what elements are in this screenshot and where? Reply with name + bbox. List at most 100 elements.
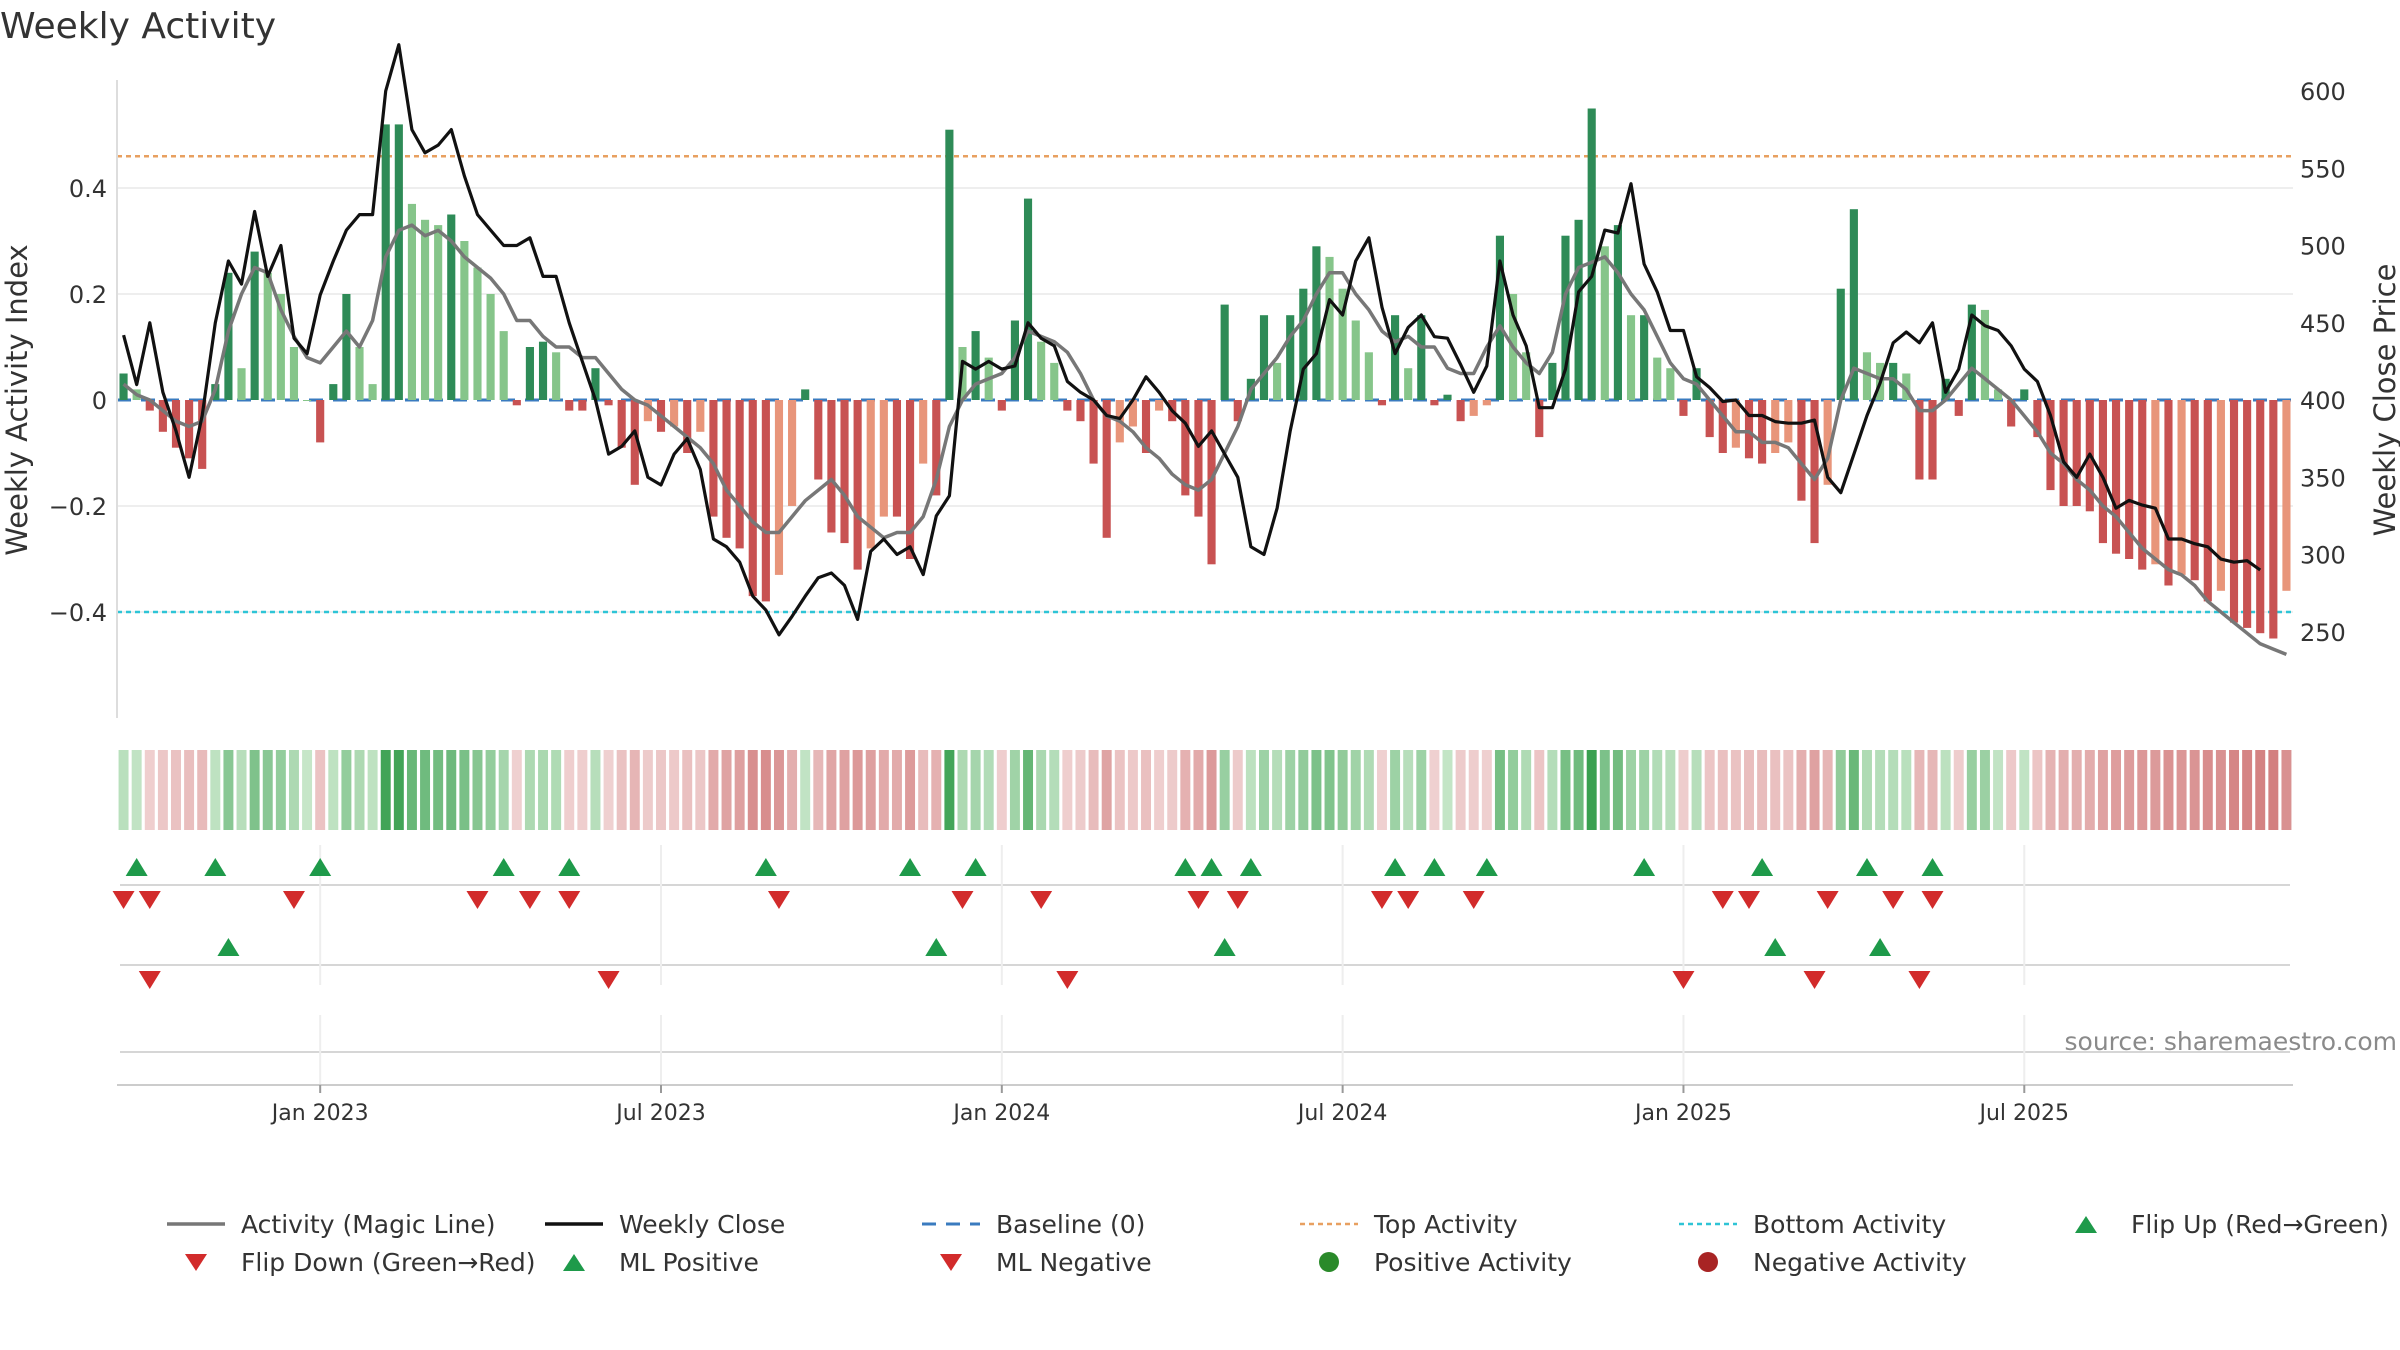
activity-bar	[1443, 394, 1452, 400]
activity-bar	[2059, 400, 2068, 506]
strip-cell	[2097, 750, 2108, 830]
strip-cell	[590, 750, 601, 830]
activity-bar	[368, 384, 377, 400]
legend-item: Flip Down (Green→Red)	[165, 1243, 536, 1281]
strip-cell	[1272, 750, 1283, 830]
legend-item: Negative Activity	[1677, 1243, 1967, 1281]
signal-down-marker	[282, 891, 305, 909]
activity-bar	[1626, 315, 1636, 400]
y-tick-label-right: 500	[2300, 233, 2346, 261]
activity-bar	[276, 294, 285, 400]
activity-bar	[1259, 315, 1269, 400]
activity-bar	[1561, 235, 1570, 400]
strip-cell	[2137, 750, 2148, 830]
strip-cell	[1914, 750, 1925, 830]
strip-cell	[118, 750, 129, 830]
strip-cell	[1311, 750, 1322, 830]
legend-label: Top Activity	[1374, 1209, 1518, 1239]
signal-up-marker	[1921, 858, 1944, 876]
activity-bar	[1076, 400, 1085, 422]
activity-bar	[853, 400, 862, 570]
strip-cell	[1730, 750, 1741, 830]
signal-down-marker	[1672, 971, 1695, 989]
activity-bar	[303, 400, 312, 401]
activity-bar	[1758, 400, 1767, 464]
legend-dot	[1698, 1252, 1718, 1272]
strip-cell	[931, 750, 942, 830]
signal-down-marker	[112, 891, 135, 909]
strip-cell	[826, 750, 837, 830]
strip-cell	[852, 750, 863, 830]
activity-bar	[2033, 400, 2042, 438]
legend-item: ML Positive	[543, 1243, 759, 1281]
strip-cell	[734, 750, 745, 830]
strip-cell	[1062, 750, 1073, 830]
activity-bar	[1915, 400, 1924, 480]
strip-cell	[1416, 750, 1427, 830]
strip-cell	[1822, 750, 1833, 830]
activity-bar	[1430, 400, 1439, 406]
strip-cell	[1403, 750, 1414, 830]
activity-bar	[1312, 246, 1321, 400]
strip-cell	[878, 750, 889, 830]
strip-cell	[1429, 750, 1440, 830]
signal-up-marker	[925, 938, 948, 956]
legend-triangle-up	[563, 1254, 585, 1271]
strip-cell	[1966, 750, 1977, 830]
activity-bar	[1456, 400, 1465, 422]
legend-label: Baseline (0)	[996, 1209, 1146, 1239]
strip-cell	[2202, 750, 2213, 830]
strip-cell	[1285, 750, 1296, 830]
strip-cell	[695, 750, 706, 830]
activity-bar	[1862, 352, 1872, 400]
strip-cell	[773, 750, 784, 830]
strip-cell	[1626, 750, 1637, 830]
signal-up-marker	[217, 938, 240, 956]
activity-bar	[1784, 400, 1793, 443]
activity-bar	[2190, 400, 2199, 581]
activity-bar	[1522, 352, 1531, 400]
activity-bar	[185, 400, 194, 459]
strip-cell	[747, 750, 758, 830]
strip-cell	[2281, 750, 2292, 830]
strip-cell	[970, 750, 981, 830]
strip-cell	[1809, 750, 1820, 830]
activity-bar	[801, 389, 810, 400]
strip-cell	[787, 750, 798, 830]
strip-cell	[996, 750, 1007, 830]
strip-cell	[577, 750, 588, 830]
activity-bar	[1653, 357, 1662, 400]
signal-down-marker	[1738, 891, 1760, 909]
activity-bar	[420, 219, 430, 400]
strip-cell	[865, 750, 876, 830]
signal-down-marker	[138, 971, 161, 989]
strip-cell	[1468, 750, 1479, 830]
strip-cell	[2268, 750, 2279, 830]
strip-cell	[1953, 750, 1964, 830]
signal-down-marker	[1711, 891, 1734, 909]
axes: 0.4 0.2 0 −0.2 −0.4 600 550 500 450 400 350 300 250	[49, 78, 2346, 718]
activity-bar	[1587, 108, 1596, 400]
activity-bar	[1902, 373, 1911, 400]
activity-bar	[447, 214, 456, 400]
activity-bar	[578, 400, 587, 411]
signal-down-marker	[518, 891, 541, 909]
strip-cell	[2019, 750, 2030, 830]
legend-item: ML Negative	[920, 1243, 1152, 1281]
strip-cell	[1508, 750, 1519, 830]
reference-lines	[117, 154, 2293, 614]
strip-cell	[1835, 750, 1846, 830]
strip-cell	[249, 750, 260, 830]
legend-item: Flip Up (Red→Green)	[2055, 1205, 2389, 1243]
strip-cell	[1678, 750, 1689, 830]
activity-bar	[1797, 400, 1806, 501]
activity-bar	[263, 272, 272, 400]
strip-cell	[1691, 750, 1702, 830]
activity-bar	[342, 294, 351, 400]
activity-bar	[2282, 400, 2291, 591]
y-axis-label-left: Weekly Activity Index	[0, 244, 34, 555]
activity-bar	[2098, 400, 2107, 544]
signal-up-marker	[964, 858, 987, 876]
signal-markers	[112, 845, 2290, 1085]
strip-cell	[144, 750, 155, 830]
